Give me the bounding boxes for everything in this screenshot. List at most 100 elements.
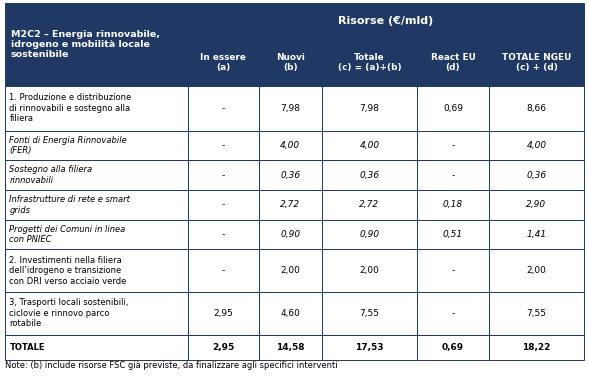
Bar <box>187 292 259 335</box>
Text: -: - <box>221 266 225 275</box>
Bar <box>259 39 322 86</box>
Bar <box>489 161 584 190</box>
Bar <box>5 219 187 249</box>
Bar <box>187 190 259 219</box>
Bar <box>259 335 322 360</box>
Text: 8,66: 8,66 <box>527 104 547 113</box>
Text: 2,72: 2,72 <box>280 200 300 209</box>
Text: 2,00: 2,00 <box>280 266 300 275</box>
Text: 0,36: 0,36 <box>527 171 547 180</box>
Text: 0,90: 0,90 <box>359 230 379 239</box>
Text: 0,36: 0,36 <box>280 171 300 180</box>
Text: Totale
(c) = (a)+(b): Totale (c) = (a)+(b) <box>337 53 401 72</box>
Bar <box>322 249 417 292</box>
Text: -: - <box>221 200 225 209</box>
Bar <box>187 335 259 360</box>
Bar <box>417 219 489 249</box>
Text: 4,60: 4,60 <box>280 309 300 318</box>
Text: TOTALE NGEU
(c) + (d): TOTALE NGEU (c) + (d) <box>502 53 571 72</box>
Bar <box>259 190 322 219</box>
Bar <box>187 219 259 249</box>
Bar <box>259 249 322 292</box>
Bar <box>489 190 584 219</box>
Bar <box>489 39 584 86</box>
Text: Sostegno alla filiera
rinnovabili: Sostegno alla filiera rinnovabili <box>9 166 92 185</box>
Text: -: - <box>221 104 225 113</box>
Text: -: - <box>221 171 225 180</box>
Bar <box>489 86 584 131</box>
Text: 14,58: 14,58 <box>276 343 305 352</box>
Text: 4,00: 4,00 <box>359 141 379 150</box>
Text: 7,98: 7,98 <box>280 104 300 113</box>
Text: 0,18: 0,18 <box>443 200 463 209</box>
Bar <box>417 131 489 161</box>
Text: 4,00: 4,00 <box>280 141 300 150</box>
Bar <box>187 3 584 39</box>
Text: 3, Trasporti locali sostenibili,
ciclovie e rinnovo parco
rotabile: 3, Trasporti locali sostenibili, ciclovi… <box>9 298 129 328</box>
Bar <box>322 219 417 249</box>
Text: Fonti di Energia Rinnovabile
(FER): Fonti di Energia Rinnovabile (FER) <box>9 136 127 155</box>
Text: 0,69: 0,69 <box>442 343 464 352</box>
Text: 2,95: 2,95 <box>212 343 234 352</box>
Bar <box>187 131 259 161</box>
Bar <box>5 3 187 86</box>
Text: 2,72: 2,72 <box>359 200 379 209</box>
Text: 18,22: 18,22 <box>522 343 551 352</box>
Bar <box>187 249 259 292</box>
Bar <box>417 335 489 360</box>
Bar <box>5 249 187 292</box>
Text: Progetti dei Comuni in linea
con PNIEC: Progetti dei Comuni in linea con PNIEC <box>9 225 125 244</box>
Bar <box>187 39 259 86</box>
Text: -: - <box>451 309 455 318</box>
Text: -: - <box>221 141 225 150</box>
Text: 17,53: 17,53 <box>355 343 383 352</box>
Text: React EU
(d): React EU (d) <box>431 53 475 72</box>
Text: M2C2 – Energia rinnovabile,
idrogeno e mobilità locale
sostenibile: M2C2 – Energia rinnovabile, idrogeno e m… <box>11 30 160 59</box>
Bar <box>322 335 417 360</box>
Text: 7,98: 7,98 <box>359 104 379 113</box>
Bar <box>417 39 489 86</box>
Bar <box>489 219 584 249</box>
Bar <box>5 86 187 131</box>
Bar <box>187 161 259 190</box>
Bar <box>5 190 187 219</box>
Text: -: - <box>451 141 455 150</box>
Text: 0,69: 0,69 <box>443 104 463 113</box>
Bar <box>187 86 259 131</box>
Bar <box>259 161 322 190</box>
Text: 4,00: 4,00 <box>527 141 547 150</box>
Bar <box>417 86 489 131</box>
Text: 1. Produzione e distribuzione
di rinnovabili e sostegno alla
filiera: 1. Produzione e distribuzione di rinnova… <box>9 94 132 123</box>
Bar <box>5 335 187 360</box>
Text: 2. Investimenti nella filiera
dell’idrogeno e transizione
con DRI verso acciaio : 2. Investimenti nella filiera dell’idrog… <box>9 256 127 286</box>
Bar <box>5 131 187 161</box>
Text: 7,55: 7,55 <box>527 309 547 318</box>
Text: 0,51: 0,51 <box>443 230 463 239</box>
Bar <box>259 131 322 161</box>
Bar <box>489 292 584 335</box>
Text: Note: (b) include risorse FSC già previste, da finalizzare agli specifici interv: Note: (b) include risorse FSC già previs… <box>5 361 337 370</box>
Bar <box>417 292 489 335</box>
Text: 0,36: 0,36 <box>359 171 379 180</box>
Bar <box>322 292 417 335</box>
Bar <box>322 161 417 190</box>
Bar <box>489 131 584 161</box>
Text: 2,90: 2,90 <box>527 200 547 209</box>
Text: -: - <box>221 230 225 239</box>
Text: -: - <box>451 266 455 275</box>
Text: 7,55: 7,55 <box>359 309 379 318</box>
Text: 1,41: 1,41 <box>527 230 547 239</box>
Bar <box>5 161 187 190</box>
Bar <box>417 161 489 190</box>
Bar <box>489 249 584 292</box>
Text: Nuovi
(b): Nuovi (b) <box>276 53 305 72</box>
Bar <box>417 249 489 292</box>
Bar <box>322 190 417 219</box>
Bar <box>417 190 489 219</box>
Text: In essere
(a): In essere (a) <box>200 53 246 72</box>
Text: 2,00: 2,00 <box>359 266 379 275</box>
Text: -: - <box>451 171 455 180</box>
Text: 0,90: 0,90 <box>280 230 300 239</box>
Bar <box>322 39 417 86</box>
Bar <box>259 219 322 249</box>
